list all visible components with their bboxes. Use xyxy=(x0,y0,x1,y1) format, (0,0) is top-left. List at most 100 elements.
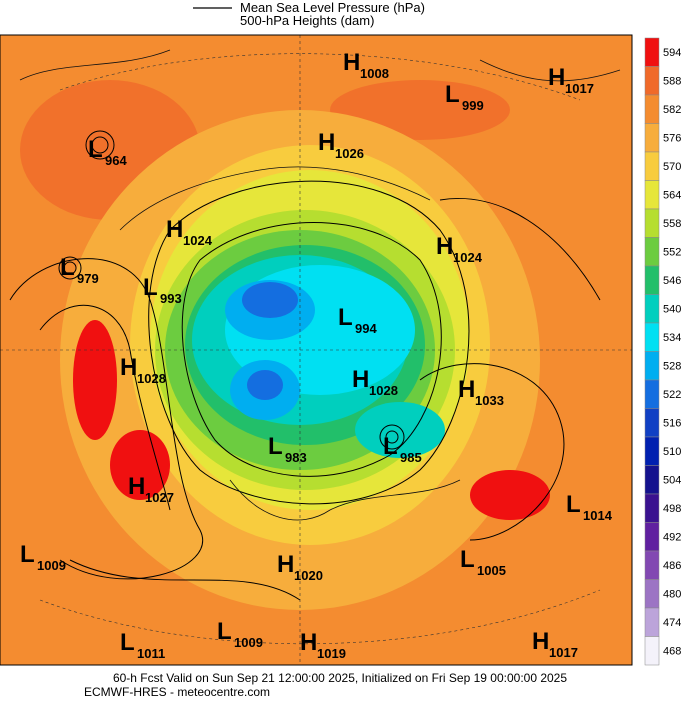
colorbar-swatch xyxy=(644,408,660,438)
colorbar-label: 540 xyxy=(663,304,681,316)
colorbar-label: 498 xyxy=(663,503,681,515)
pressure-center-value: 1009 xyxy=(37,558,66,573)
colorbar-swatch xyxy=(644,436,660,466)
map-field xyxy=(0,35,632,665)
colorbar-swatch xyxy=(644,636,660,666)
pressure-center-type: L xyxy=(60,254,75,281)
colorbar-swatch xyxy=(644,265,660,295)
pressure-center-value: 993 xyxy=(160,291,182,306)
pressure-center-type: H xyxy=(120,354,137,381)
colorbar-swatch xyxy=(644,66,660,96)
pressure-center-value: 1026 xyxy=(335,146,364,161)
pressure-center-value: 1008 xyxy=(360,66,389,81)
colorbar-label: 522 xyxy=(663,389,681,401)
pressure-center-value: 1005 xyxy=(477,563,506,578)
pressure-center-value: 1028 xyxy=(137,371,166,386)
colorbar-label: 576 xyxy=(663,133,681,145)
colorbar-swatch xyxy=(644,607,660,637)
colorbar-swatch xyxy=(644,351,660,381)
colorbar-label: 564 xyxy=(663,190,681,202)
pressure-center-value: 1028 xyxy=(369,383,398,398)
pressure-center-value: 994 xyxy=(355,321,377,336)
pressure-center-value: 1009 xyxy=(234,635,263,650)
pressure-center-value: 979 xyxy=(77,271,99,286)
colorbar-label: 558 xyxy=(663,218,681,230)
colorbar-swatch xyxy=(644,522,660,552)
pressure-center-type: L xyxy=(445,81,460,108)
pressure-center-value: 1020 xyxy=(294,568,323,583)
colorbar-label: 528 xyxy=(663,361,681,373)
colorbar-swatch xyxy=(644,151,660,181)
pressure-center-type: H xyxy=(458,376,475,403)
pressure-center-value: 1019 xyxy=(317,646,346,661)
pressure-center-type: H xyxy=(343,49,360,76)
colorbar-swatch xyxy=(644,379,660,409)
colorbar-label: 492 xyxy=(663,532,681,544)
pressure-center-type: L xyxy=(268,433,283,460)
pressure-center-type: H xyxy=(166,216,183,243)
colorbar-swatch xyxy=(644,123,660,153)
pressure-center-type: H xyxy=(318,129,335,156)
pressure-center-type: H xyxy=(128,473,145,500)
colorbar-swatch xyxy=(644,237,660,267)
colorbar-label: 546 xyxy=(663,275,681,287)
pressure-center-type: L xyxy=(383,433,398,460)
pressure-center-type: L xyxy=(88,136,103,163)
colorbar: 594 588 582 576 570 564 558 552 546 540 534 528 522 5… xyxy=(644,37,681,666)
colorbar-swatch xyxy=(644,465,660,495)
pressure-center-value: 1017 xyxy=(565,81,594,96)
pressure-center-value: 1017 xyxy=(549,645,578,660)
colorbar-swatch xyxy=(644,94,660,124)
colorbar-label: 570 xyxy=(663,161,681,173)
pressure-center-type: L xyxy=(20,541,35,568)
pressure-center-type: H xyxy=(532,628,549,655)
pressure-center-type: H xyxy=(436,233,453,260)
colorbar-swatch xyxy=(644,493,660,523)
pressure-center-value: 1011 xyxy=(137,646,165,661)
colorbar-swatch xyxy=(644,180,660,210)
colorbar-label: 588 xyxy=(663,76,681,88)
colorbar-label: 474 xyxy=(663,617,681,629)
colorbar-label: 510 xyxy=(663,446,681,458)
colorbar-swatch xyxy=(644,322,660,352)
pressure-center-value: 999 xyxy=(462,98,484,113)
colorbar-label: 468 xyxy=(663,646,681,658)
colorbar-swatch xyxy=(644,208,660,238)
colorbar-swatch xyxy=(644,37,660,67)
pressure-center-type: L xyxy=(460,546,475,573)
pressure-center-value: 964 xyxy=(105,153,127,168)
colorbar-label: 480 xyxy=(663,589,681,601)
colorbar-label: 534 xyxy=(663,332,681,344)
pressure-center-type: L xyxy=(120,629,135,656)
pressure-center-type: L xyxy=(566,491,581,518)
pressure-center-value: 1024 xyxy=(453,250,483,265)
pressure-center-value: 1033 xyxy=(475,393,504,408)
pressure-center-value: 1014 xyxy=(583,508,613,523)
pressure-center-type: H xyxy=(548,64,565,91)
legend-label: Mean Sea Level Pressure (hPa) xyxy=(240,0,425,15)
colorbar-label: 516 xyxy=(663,418,681,430)
colorbar-label: 594 xyxy=(663,47,681,59)
colorbar-label: 552 xyxy=(663,247,681,259)
pressure-center-type: L xyxy=(143,274,158,301)
pressure-center-value: 985 xyxy=(400,450,422,465)
pressure-center-value: 1027 xyxy=(145,490,174,505)
legend-label: 500-hPa Heights (dam) xyxy=(240,13,374,28)
pressure-center-type: L xyxy=(217,618,232,645)
colorbar-swatch xyxy=(644,550,660,580)
pressure-center-type: L xyxy=(338,304,353,331)
pressure-center-value: 1024 xyxy=(183,233,213,248)
colorbar-swatch xyxy=(644,579,660,609)
pressure-center-type: H xyxy=(300,629,317,656)
pressure-center-value: 983 xyxy=(285,450,307,465)
colorbar-swatch xyxy=(644,294,660,324)
pressure-center-type: H xyxy=(277,551,294,578)
pressure-center-type: H xyxy=(352,366,369,393)
footer-source: ECMWF-HRES - meteocentre.com xyxy=(84,685,270,699)
colorbar-label: 504 xyxy=(663,475,681,487)
map-frame xyxy=(0,34,633,666)
colorbar-label: 582 xyxy=(663,104,681,116)
